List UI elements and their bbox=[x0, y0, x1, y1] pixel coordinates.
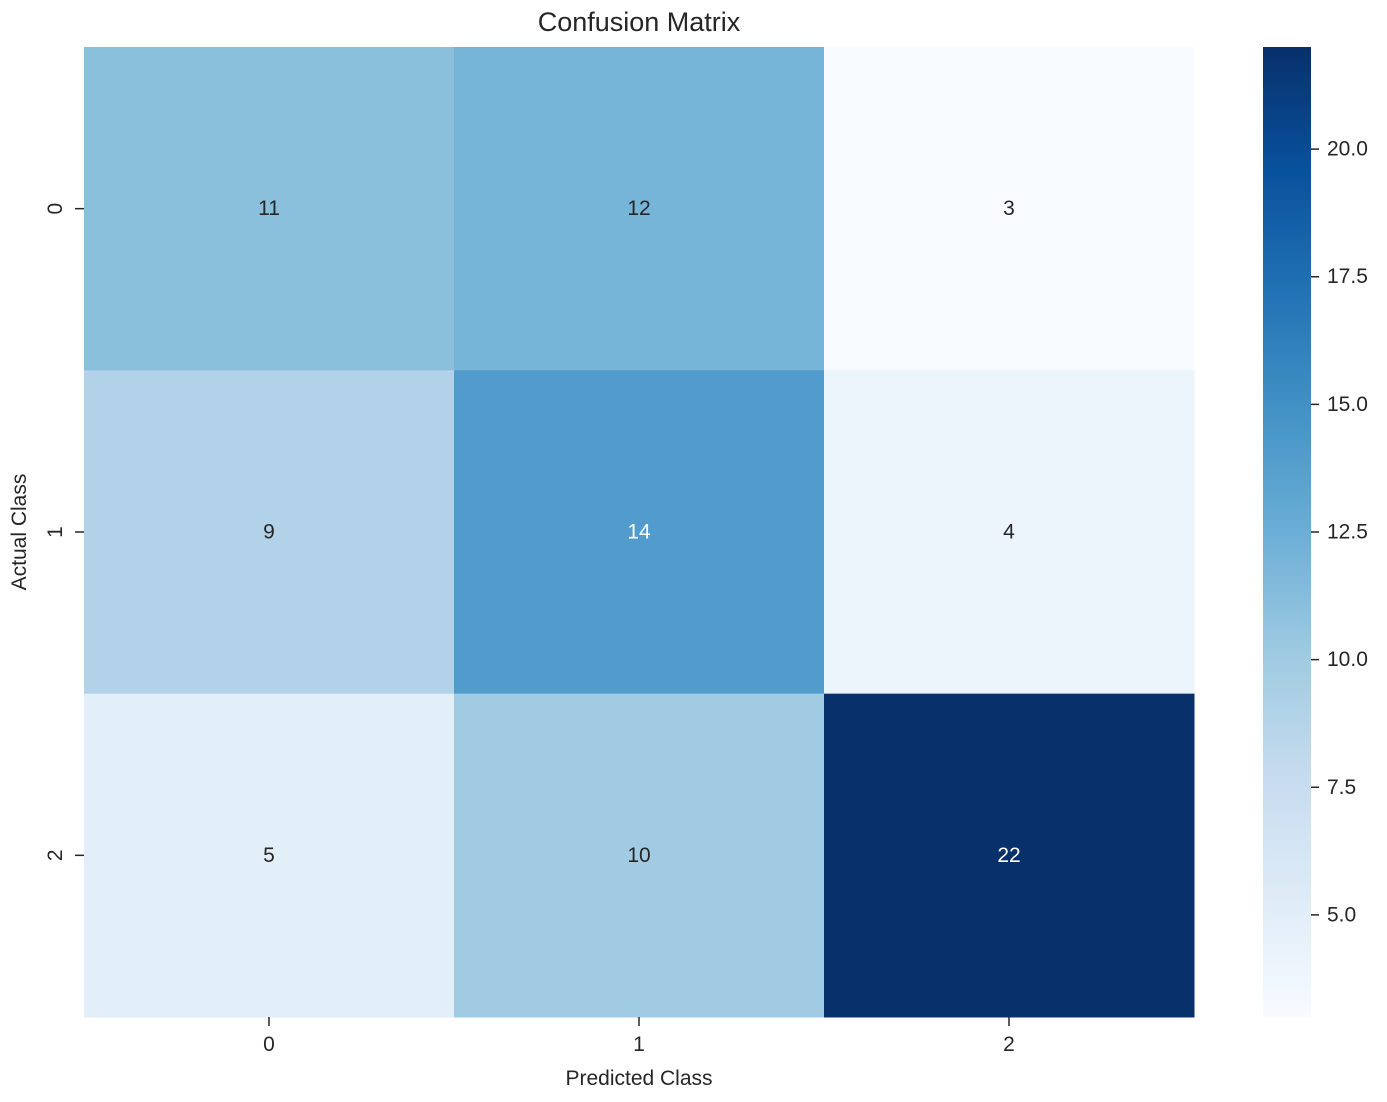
heatmap-cell-0-1 bbox=[454, 47, 825, 371]
colorbar-tick-label: 17.5 bbox=[1327, 265, 1368, 288]
y-axis-label: Actual Class bbox=[8, 474, 31, 591]
y-tick-label-0: 0 bbox=[44, 203, 67, 215]
x-tick-label-0: 0 bbox=[263, 1033, 275, 1056]
cell-value-label-0-2: 3 bbox=[1003, 197, 1015, 220]
cell-value-label-1-1: 14 bbox=[627, 520, 651, 543]
heatmap-cells bbox=[84, 47, 1195, 1018]
heatmap-cell-2-0 bbox=[84, 693, 455, 1018]
y-tick-label-1: 1 bbox=[44, 526, 67, 538]
x-axis: 0 1 2 bbox=[263, 1016, 1015, 1056]
colorbar-tick-label: 10.0 bbox=[1327, 648, 1368, 671]
y-axis: 0 1 2 bbox=[44, 203, 84, 861]
cell-value-label-0-0: 11 bbox=[258, 197, 280, 220]
colorbar-tick-label: 20.0 bbox=[1327, 138, 1368, 161]
heatmap-annotations: 11 12 3 9 14 4 5 10 22 bbox=[258, 197, 1021, 867]
colorbar-tick-label: 15.0 bbox=[1327, 393, 1368, 416]
colorbar-tick-label: 7.5 bbox=[1327, 776, 1356, 799]
heatmap-cell-2-2 bbox=[824, 693, 1195, 1018]
x-tick-label-2: 2 bbox=[1003, 1033, 1015, 1056]
heatmap-cell-1-2 bbox=[824, 370, 1195, 695]
x-axis-label: Predicted Class bbox=[565, 1067, 712, 1090]
cell-value-label-2-0: 5 bbox=[263, 844, 275, 867]
y-tick-label-2: 2 bbox=[44, 849, 67, 861]
colorbar-tick-label: 5.0 bbox=[1327, 903, 1356, 926]
cell-value-label-0-1: 12 bbox=[627, 197, 650, 220]
cell-value-label-1-2: 4 bbox=[1003, 520, 1015, 543]
colorbar-tick-label: 12.5 bbox=[1327, 521, 1368, 544]
heatmap-cell-2-1 bbox=[454, 693, 825, 1018]
cell-value-label-2-2: 22 bbox=[997, 844, 1020, 867]
cell-value-label-1-0: 9 bbox=[263, 520, 275, 543]
colorbar-gradient bbox=[1263, 47, 1311, 1017]
cell-value-label-2-1: 10 bbox=[627, 844, 650, 867]
heatmap-cell-1-1 bbox=[454, 370, 825, 695]
colorbar: 5.0 7.5 10.0 12.5 15.0 17.5 20.0 bbox=[1263, 47, 1368, 1017]
chart-title: Confusion Matrix bbox=[538, 7, 741, 37]
heatmap-cell-0-0 bbox=[84, 47, 455, 371]
x-tick-label-1: 1 bbox=[633, 1033, 645, 1056]
heatmap-cell-1-0 bbox=[84, 370, 455, 695]
heatmap-cell-0-2 bbox=[824, 47, 1195, 371]
